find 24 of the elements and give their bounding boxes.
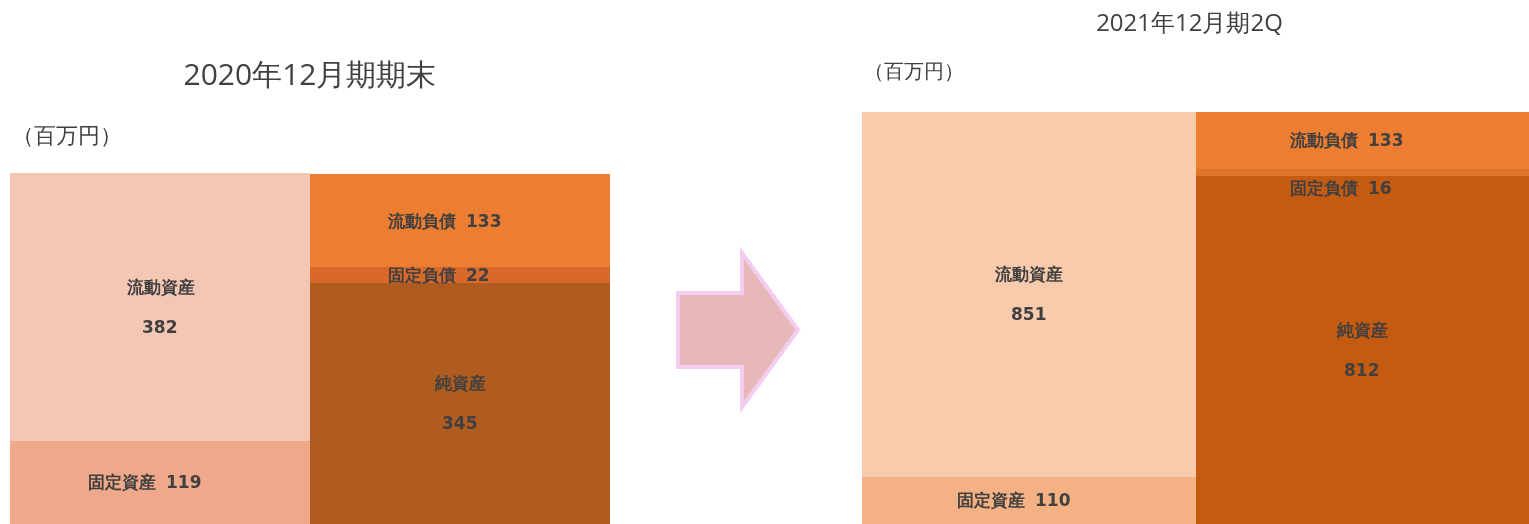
series-label: 固定資産 (88, 472, 156, 492)
series-label: 流動負債 (1289, 130, 1358, 150)
series-label: 固定負債 (1290, 178, 1358, 198)
data-label: 119 (166, 472, 202, 492)
series-label: 流動負債 (387, 211, 456, 231)
data-label: 382 (142, 317, 178, 337)
data-label: 133 (1368, 130, 1404, 150)
data-label: 851 (1011, 304, 1047, 324)
data-label: 133 (466, 211, 502, 231)
data-label: 22 (466, 265, 490, 285)
data-label: 345 (442, 413, 478, 433)
y-axis-title: （百万円） (12, 119, 122, 149)
series-label: 純資産 (434, 373, 486, 393)
data-label: 812 (1344, 360, 1380, 380)
chart-title: 2021年12月期2Q (1096, 4, 1283, 38)
series-label: 純資産 (1336, 320, 1388, 340)
chart-title: 2020年12月期期末 (183, 53, 437, 94)
series-label: 流動資産 (126, 277, 195, 297)
y-axis-title: （百万円） (864, 57, 964, 84)
series-label: 流動資産 (994, 264, 1063, 284)
data-label: 110 (1035, 490, 1071, 510)
data-label: 16 (1368, 178, 1392, 198)
series-label: 固定負債 (388, 265, 456, 285)
series-label: 固定資産 (957, 490, 1025, 510)
